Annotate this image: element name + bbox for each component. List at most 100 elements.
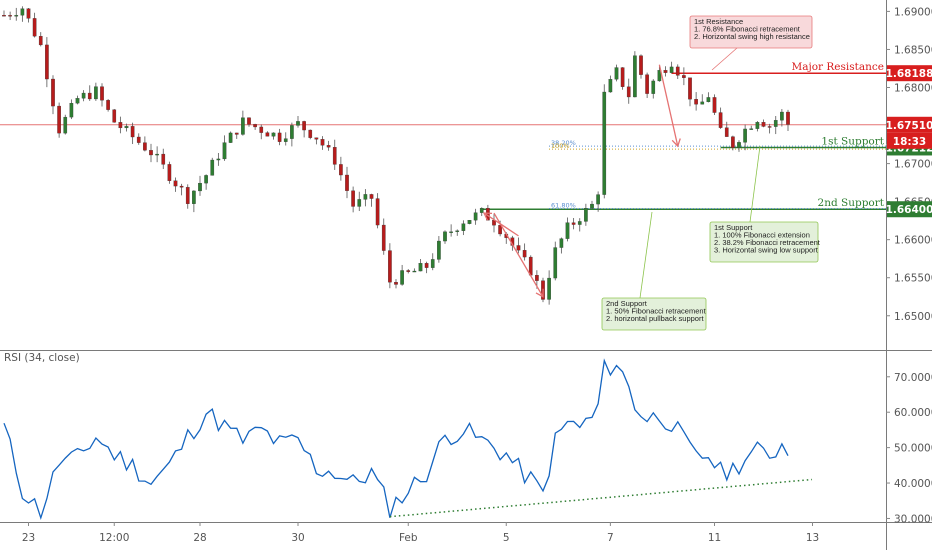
candle-body — [155, 153, 159, 156]
candle-body — [645, 74, 649, 94]
time-tick-label: 23 — [22, 532, 35, 544]
rsi-trendline — [389, 478, 813, 518]
candle-body — [290, 125, 294, 139]
countdown-tag — [887, 132, 932, 149]
candle-body — [277, 132, 282, 142]
support2-note — [601, 297, 707, 331]
candle-body — [461, 223, 466, 231]
rsi-tick-label: 40.0000 — [894, 478, 932, 490]
candle-body — [400, 270, 404, 285]
candle-body — [394, 282, 398, 285]
rsi-tick-label: 30.0000 — [894, 513, 932, 525]
fib-arrow-down-head — [535, 288, 544, 298]
candle-body — [32, 18, 37, 37]
fib-label: 38.20% — [551, 139, 576, 147]
time-tick-label: 12:00 — [99, 532, 129, 544]
candle-body — [94, 86, 98, 100]
candle-body — [651, 80, 656, 94]
candle-body — [669, 66, 674, 73]
candle-body — [388, 250, 392, 283]
time-tick-label: 28 — [193, 532, 206, 544]
candle-body — [381, 224, 386, 251]
candle-body — [2, 15, 6, 17]
candle-body — [241, 117, 245, 135]
candle-body — [418, 263, 423, 272]
candle-body — [437, 240, 441, 260]
candle-body — [296, 121, 300, 126]
resistance-note-line: 1. 76.8% Fibonacci retracement — [694, 25, 801, 34]
resistance-note-pointer — [711, 47, 738, 71]
time-tick-label: 7 — [607, 532, 614, 544]
price-tag — [887, 201, 932, 218]
candle-body — [553, 247, 558, 279]
candle-body — [351, 190, 355, 207]
candle-body — [749, 128, 754, 130]
price-tick-label: 1.68500 — [894, 44, 932, 56]
candle-body — [633, 55, 637, 98]
candle-body — [767, 126, 772, 128]
rsi-panel — [3, 358, 813, 521]
candle-body — [14, 15, 19, 17]
countdown-label: 18:33 — [893, 136, 926, 148]
candle-body — [443, 231, 447, 242]
candle-body — [455, 230, 460, 232]
candle-body — [63, 116, 68, 134]
candle-body — [608, 79, 613, 93]
candle-body — [694, 99, 698, 105]
candle-body — [143, 142, 147, 151]
candle-body — [130, 126, 135, 138]
candle-body — [124, 126, 129, 129]
candle-body — [234, 132, 239, 135]
time-tick-label: 30 — [291, 532, 304, 544]
candle-body — [149, 150, 153, 156]
candle-body — [259, 126, 264, 133]
candle-body — [271, 132, 276, 137]
candle-body — [228, 132, 233, 143]
fib-label: 100% — [551, 142, 570, 150]
candle-body — [479, 208, 484, 213]
candle-body — [614, 67, 619, 80]
candle-body — [780, 111, 784, 121]
price-tag-label: 1.68188 — [886, 68, 932, 80]
rsi-tick-label: 50.0000 — [894, 443, 932, 455]
support2-note-pointer — [639, 211, 653, 299]
candle-body — [45, 44, 49, 80]
resistance-note-line: 2. Horizontal swing high resistance — [694, 32, 810, 41]
level-label: 1st Support — [821, 135, 884, 147]
candle-body — [339, 164, 343, 176]
candle-body — [185, 187, 190, 204]
resistance-arrow-head — [671, 138, 681, 148]
candle-body — [308, 129, 313, 138]
candle-body — [755, 122, 760, 129]
candle-body — [167, 164, 172, 181]
candle-body — [345, 174, 349, 191]
candle-body — [314, 137, 319, 140]
candle-body — [81, 92, 86, 99]
candle-body — [657, 70, 662, 82]
levels: Major Resistance 1st Support 2nd Support 38… — [0, 61, 886, 210]
candle-body — [265, 132, 270, 137]
candle-body — [577, 221, 582, 225]
candle-body — [26, 8, 31, 19]
price-tick-label: 1.65500 — [894, 273, 932, 285]
axes: 1.690001.685001.680001.675001.670001.665… — [4, 6, 932, 544]
candle-body — [498, 225, 502, 235]
candle-body — [51, 78, 55, 107]
candle-body — [773, 120, 778, 127]
candle-body — [8, 15, 12, 17]
rsi-tick-label: 60.0000 — [894, 407, 932, 419]
candle-body — [571, 222, 576, 225]
candle-body — [663, 70, 668, 73]
candle-body — [302, 121, 306, 131]
candle-body — [737, 142, 741, 148]
candle-body — [161, 153, 166, 165]
fib-arrow-up-head — [482, 212, 493, 221]
candle-body — [375, 198, 380, 226]
candle-body — [516, 245, 521, 251]
rsi-label: RSI (34, close) — [4, 352, 80, 364]
candle-body — [584, 208, 588, 222]
resistance-arrow — [658, 64, 679, 147]
candle-body — [467, 220, 472, 224]
